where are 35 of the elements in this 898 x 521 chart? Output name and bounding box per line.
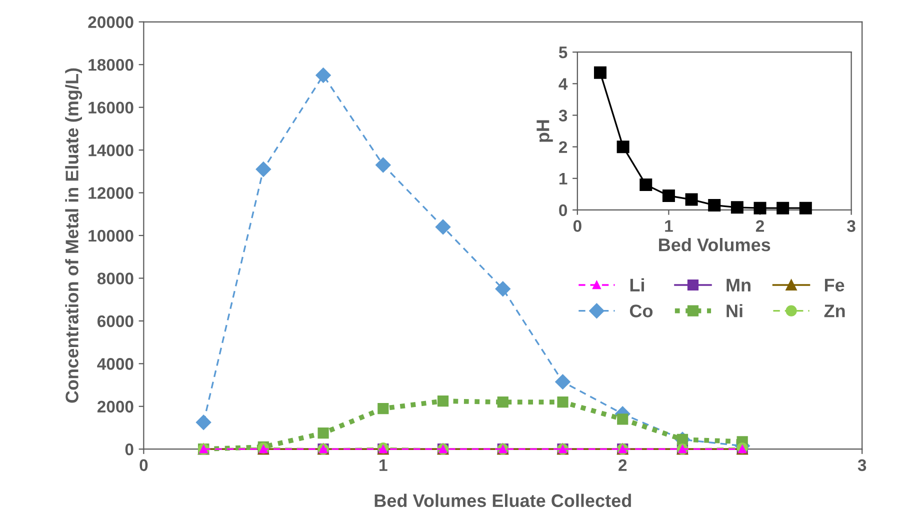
y-tick-label: 8000 <box>97 272 134 284</box>
y-tick-label: 18000 <box>88 59 134 71</box>
y-tick-label: 0 <box>559 204 568 216</box>
y-tick-label: 20000 <box>88 16 134 28</box>
x-tick-label: 3 <box>847 220 856 232</box>
x-tick-label: 1 <box>380 459 388 471</box>
y-tick-label: 1 <box>559 172 568 184</box>
y-tick-label: 2 <box>559 141 568 153</box>
y-tick-label: 12000 <box>88 187 134 199</box>
y-tick-label: 0 <box>125 444 134 456</box>
x-tick-label: 2 <box>618 459 627 471</box>
y-axis-title: Concentration of Metal in Eluate (mg/L) <box>65 68 82 403</box>
y-tick-label: 3 <box>558 110 568 122</box>
legend-label: Fe <box>824 278 844 292</box>
y-tick-label: 16000 <box>88 102 134 114</box>
y-tick-label: 4000 <box>97 358 134 370</box>
x-axis-title: Bed Volumes Eluate Collected <box>374 494 631 508</box>
x-tick-label: 0 <box>140 459 148 472</box>
y-tick-label: 6000 <box>97 315 134 328</box>
y-axis-title: pH <box>536 120 553 142</box>
legend-label: Ni <box>726 304 742 318</box>
x-tick-label: 1 <box>665 220 673 232</box>
y-tick-label: 2000 <box>97 400 134 413</box>
x-tick-label: 0 <box>573 220 582 232</box>
y-tick-label: 4 <box>558 78 568 90</box>
legend-label: Mn <box>726 278 750 292</box>
y-tick-label: 5 <box>558 46 568 58</box>
x-axis-title: Bed Volumes <box>659 238 770 252</box>
legend-label: Li <box>630 278 644 292</box>
x-tick-label: 3 <box>858 459 866 472</box>
x-tick-label: 2 <box>756 220 764 232</box>
y-tick-label: 10000 <box>88 230 134 242</box>
legend-label: Co <box>630 304 653 318</box>
y-tick-label: 14000 <box>88 144 134 156</box>
legend-label: Zn <box>824 304 845 318</box>
